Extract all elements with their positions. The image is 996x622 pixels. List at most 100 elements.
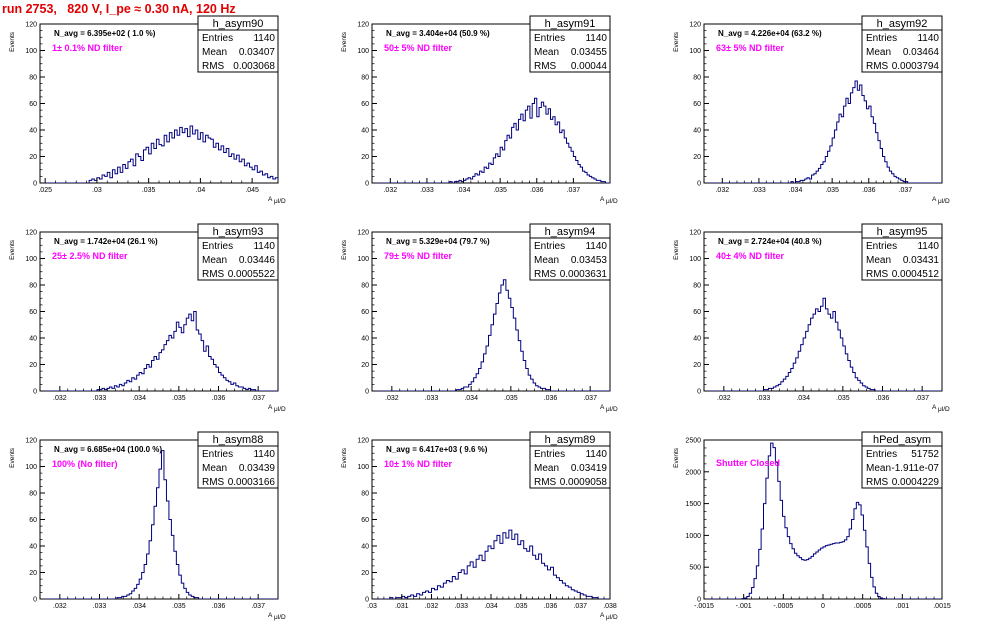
y-tick-label: 40 <box>361 336 369 343</box>
stats-label: Mean <box>534 47 559 58</box>
x-tick-label: .03 <box>367 603 377 610</box>
stats-label: Entries <box>202 241 233 252</box>
x-axis-subscript: μl/D <box>274 614 286 621</box>
stats-box: h_asym91 Entries 1140 Mean 0.03455 RMS 0.00044 <box>529 15 611 73</box>
y-axis-label: Events <box>673 239 680 260</box>
filter-label: 50± 5% ND filter <box>384 43 452 53</box>
histogram-name: h_asym89 <box>545 434 596 446</box>
stats-box-frame <box>197 431 279 489</box>
y-tick-label: 40 <box>29 544 37 551</box>
x-tick-label: .04 <box>196 187 206 194</box>
filter-label: 25± 2.5% ND filter <box>52 251 128 261</box>
y-tick-label: 0 <box>33 389 37 396</box>
stats-value: 0.03446 <box>239 255 276 266</box>
histogram-panel-h_asym91: .032 .033 .034 .035 .036 .037 0 20 40 60 80 100 120 E… <box>341 15 618 205</box>
page-title: run 2753, 820 V, I_pe ≈ 0.30 nA, 120 Hz <box>2 2 236 16</box>
histogram-line <box>704 80 942 183</box>
x-axis-label: A <box>932 404 937 411</box>
stats-value: 1140 <box>253 33 275 44</box>
histogram-panel-h_asym90: .025 .03 .035 .04 .045 0 20 40 60 80 100 120 Events A… <box>9 15 286 205</box>
x-tick-label: .036 <box>876 395 890 402</box>
y-tick-label: 100 <box>25 48 37 55</box>
x-axis-subscript: μl/D <box>938 406 950 413</box>
x-axis-subscript: μl/D <box>274 406 286 413</box>
histogram-line <box>40 450 278 599</box>
filter-label: 1± 0.1% ND filter <box>52 43 123 53</box>
x-tick-label: .035 <box>493 187 507 194</box>
y-axis-label: Events <box>673 447 680 468</box>
x-axis-label: A <box>932 196 937 203</box>
histogram-line <box>372 97 610 183</box>
y-tick-label: 20 <box>693 362 701 369</box>
x-tick-label: .035 <box>172 603 186 610</box>
y-tick-label: 100 <box>357 464 369 471</box>
y-tick-label: 60 <box>29 517 37 524</box>
y-tick-label: 20 <box>361 154 369 161</box>
x-axis-subscript: μl/D <box>606 614 618 621</box>
stats-label: Entries <box>202 449 233 460</box>
x-axis-subscript: μl/D <box>606 198 618 205</box>
histogram-panel-h_asym89: .03 .031 .032 .033 .034 .035 .036 .037 .038 0 20 40… <box>341 431 618 621</box>
histogram-line <box>704 442 942 599</box>
stats-label: RMS <box>534 477 557 488</box>
stats-box: h_asym93 Entries 1140 Mean 0.03446 RMS 0.00055… <box>197 223 279 281</box>
y-tick-label: 80 <box>361 491 369 498</box>
x-tick-label: .037 <box>915 395 929 402</box>
stats-value: 0.0004512 <box>892 269 940 280</box>
x-tick-label: .037 <box>567 187 581 194</box>
y-axis-label: Events <box>9 239 16 260</box>
y-axis-label: Events <box>341 239 348 260</box>
stats-box-frame <box>197 223 279 281</box>
x-axis-label: A <box>268 612 273 619</box>
y-tick-label: 120 <box>357 230 369 237</box>
y-tick-label: 120 <box>689 230 701 237</box>
x-axis-subscript: μl/D <box>606 406 618 413</box>
y-tick-label: 2000 <box>685 469 701 476</box>
x-tick-label: .033 <box>454 603 468 610</box>
filter-label: Shutter Closed <box>716 458 780 468</box>
stats-value: 0.03455 <box>571 47 608 58</box>
x-tick-label: .0005 <box>854 603 872 610</box>
stats-label: Mean <box>534 463 559 474</box>
histogram-line <box>40 311 278 391</box>
histogram-panel-hPed_asym: -.0015 -.001 -.0005 0 .0005 .001 .0015 0 500 1000… <box>673 431 951 610</box>
y-tick-label: 100 <box>25 256 37 263</box>
y-tick-label: 0 <box>697 389 701 396</box>
stats-value: 0.0003794 <box>892 61 940 72</box>
x-tick-label: .037 <box>251 603 265 610</box>
stats-value: 0.03431 <box>903 255 940 266</box>
x-axis-label: A <box>268 404 273 411</box>
y-axis-label: Events <box>341 31 348 52</box>
stats-value: 0.0003166 <box>228 477 276 488</box>
n-avg-label: N_avg = 2.724e+04 (40.8 %) <box>718 237 822 246</box>
y-tick-label: 120 <box>357 438 369 445</box>
x-tick-label: .033 <box>93 395 107 402</box>
stats-label: RMS <box>866 477 889 488</box>
x-tick-label: -.001 <box>736 603 752 610</box>
y-tick-label: 20 <box>693 154 701 161</box>
x-tick-label: .036 <box>212 395 226 402</box>
histogram-name: h_asym90 <box>213 18 264 30</box>
y-tick-label: 60 <box>361 517 369 524</box>
stats-value: 0.0005522 <box>228 269 276 280</box>
histogram-panel-h_asym94: .032 .033 .034 .035 .036 .037 0 20 40 60 80 100 120 E… <box>341 223 618 413</box>
y-tick-label: 80 <box>29 491 37 498</box>
y-axis-label: Events <box>341 447 348 468</box>
stats-label: Entries <box>202 33 233 44</box>
x-tick-label: .037 <box>573 603 587 610</box>
x-axis-subscript: μl/D <box>938 198 950 205</box>
x-tick-label: .035 <box>836 395 850 402</box>
histogram-name: h_asym91 <box>545 18 596 30</box>
y-tick-label: 40 <box>29 336 37 343</box>
y-tick-label: 1500 <box>685 501 701 508</box>
stats-box-frame <box>529 15 611 73</box>
y-tick-label: 0 <box>33 597 37 604</box>
y-tick-label: 0 <box>697 597 701 604</box>
stats-box-frame <box>861 223 943 281</box>
x-tick-label: .032 <box>425 603 439 610</box>
x-tick-label: .032 <box>715 187 729 194</box>
stats-value: 0.03453 <box>571 255 608 266</box>
y-tick-label: 120 <box>689 22 701 29</box>
